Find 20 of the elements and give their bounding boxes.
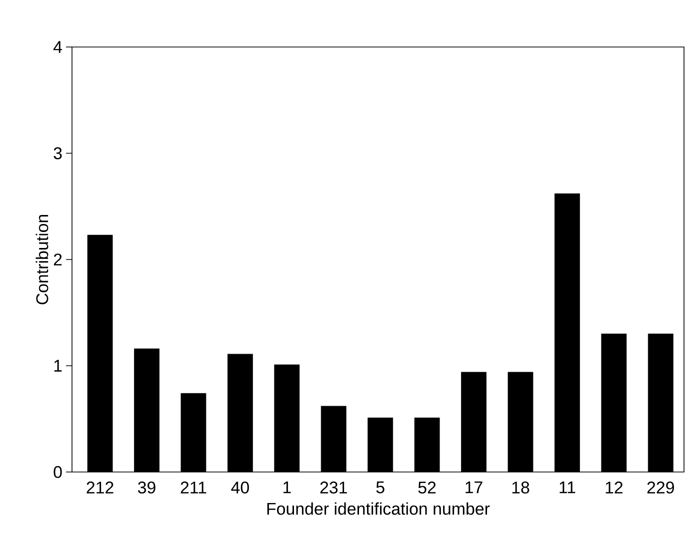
x-tick-label: 17 bbox=[466, 482, 482, 494]
y-tick-label: 0 bbox=[54, 466, 62, 478]
y-axis-title: Contribution bbox=[36, 214, 48, 304]
x-tick-label: 1 bbox=[283, 482, 291, 494]
y-tick-label: 2 bbox=[54, 254, 62, 266]
x-tick-label: 212 bbox=[86, 482, 114, 494]
x-tick-label: 211 bbox=[180, 482, 206, 494]
x-tick-label: 18 bbox=[512, 482, 530, 494]
y-tick-label: 1 bbox=[54, 360, 62, 372]
x-tick-label: 52 bbox=[418, 482, 436, 494]
y-tick-label: 3 bbox=[54, 147, 62, 160]
y-tick-label: 4 bbox=[53, 41, 62, 53]
x-tick-label: 229 bbox=[647, 482, 674, 494]
x-tick-label: 39 bbox=[138, 482, 156, 494]
x-tick-label: 12 bbox=[606, 482, 622, 494]
x-tick-label: 231 bbox=[320, 482, 347, 494]
x-tick-label: 11 bbox=[560, 482, 576, 494]
x-tick-label: 40 bbox=[231, 482, 249, 494]
x-tick-label: 5 bbox=[376, 482, 384, 494]
x-axis-title: Founder identification number bbox=[267, 502, 490, 515]
